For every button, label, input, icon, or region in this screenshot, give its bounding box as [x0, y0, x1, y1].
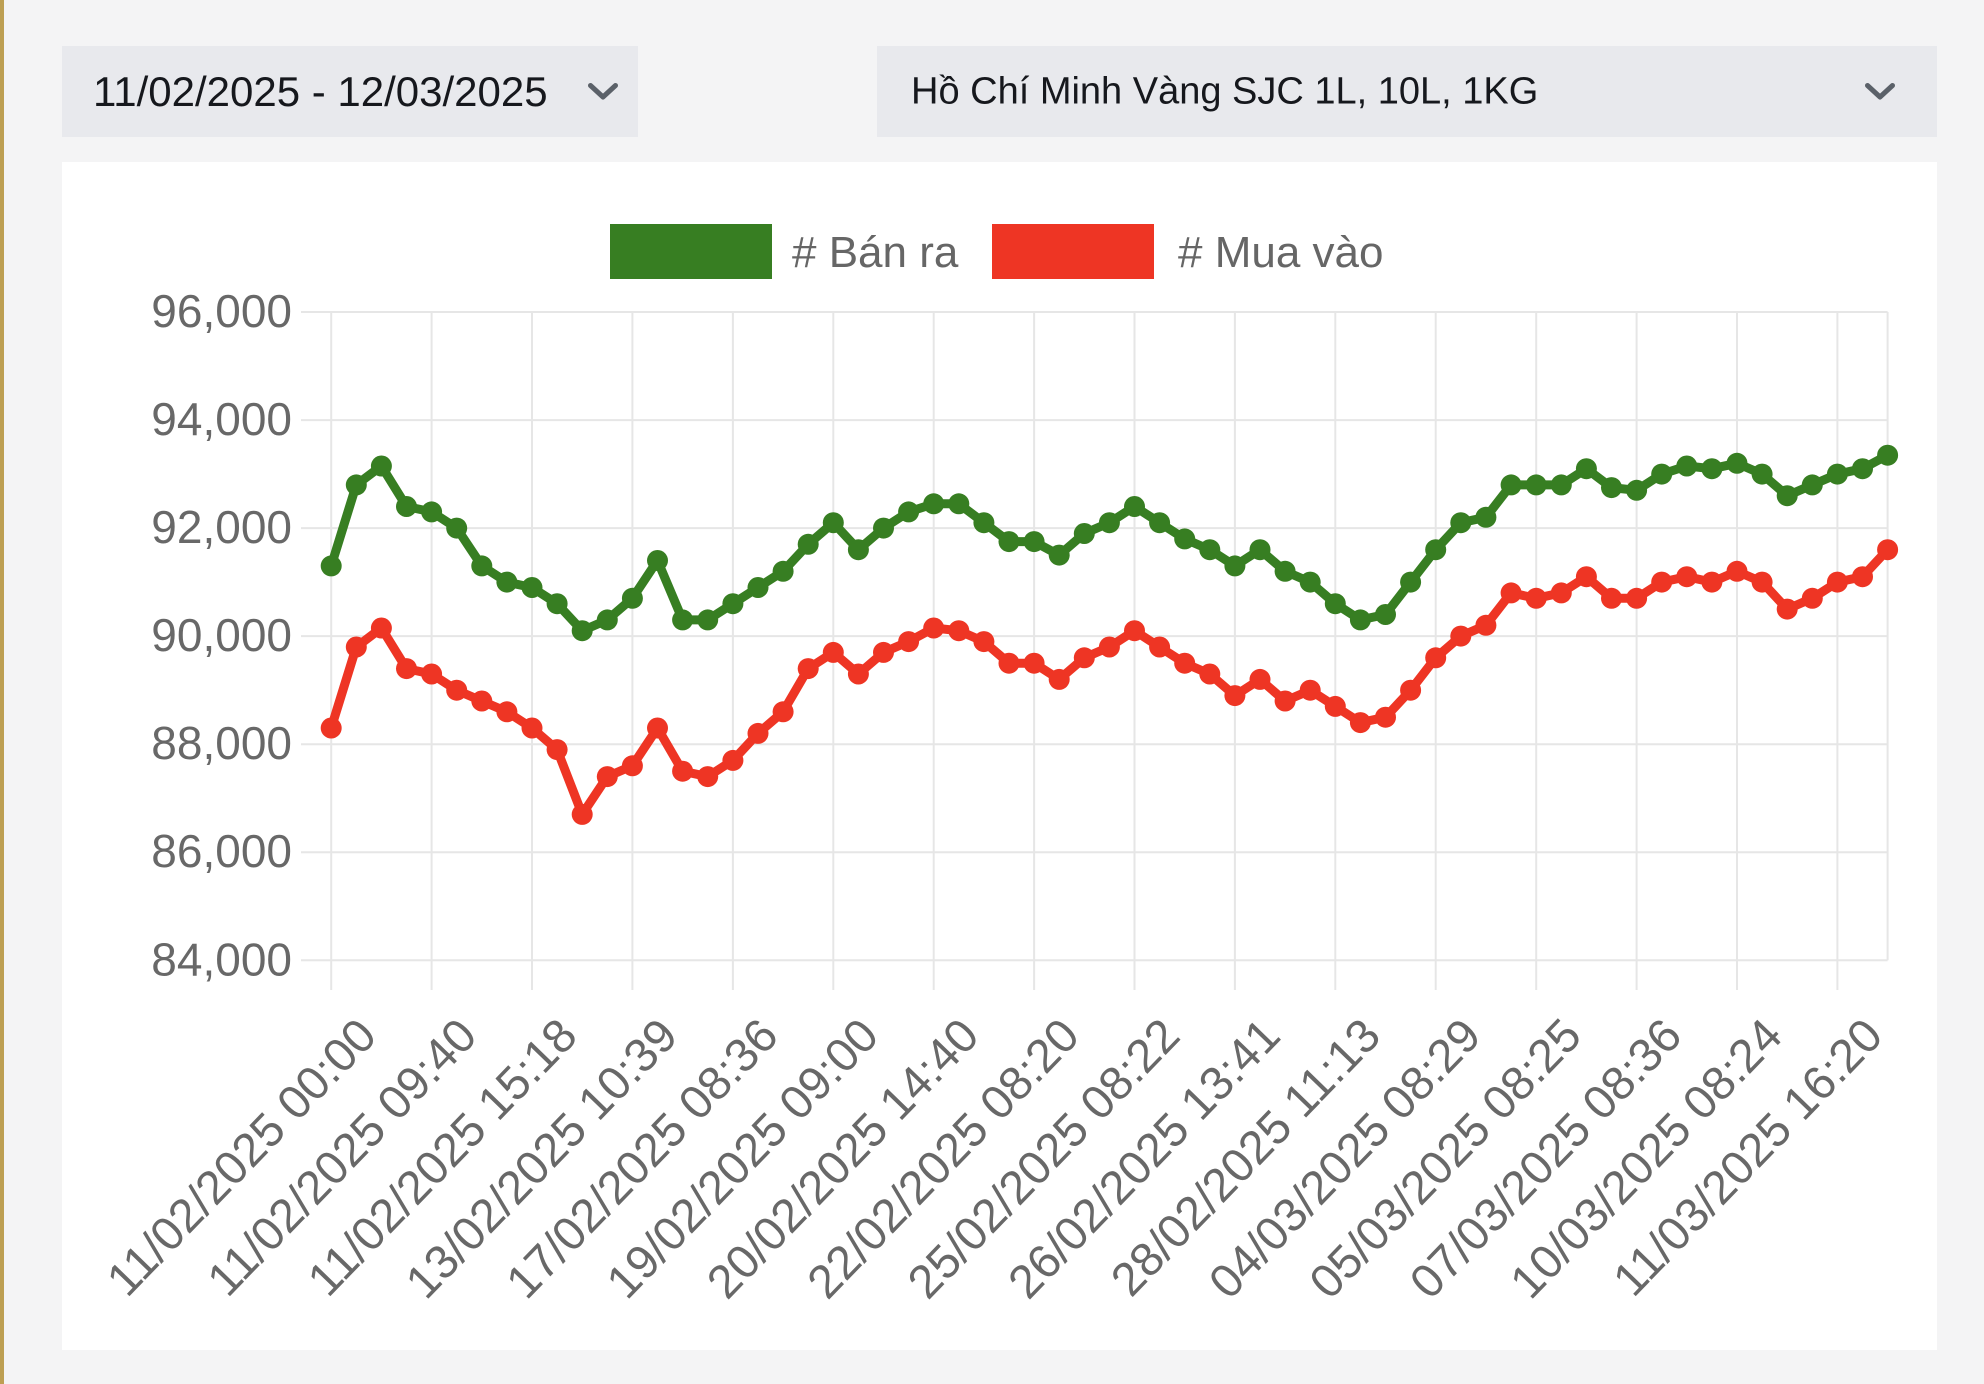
svg-text:90,000: 90,000 — [151, 609, 292, 661]
svg-text:84,000: 84,000 — [151, 933, 292, 985]
svg-text:# Mua vào: # Mua vào — [1178, 228, 1383, 277]
svg-text:96,000: 96,000 — [151, 285, 292, 337]
svg-text:88,000: 88,000 — [151, 717, 292, 769]
svg-text:# Bán ra: # Bán ra — [792, 228, 959, 277]
svg-text:86,000: 86,000 — [151, 825, 292, 877]
svg-text:92,000: 92,000 — [151, 501, 292, 553]
svg-text:94,000: 94,000 — [151, 393, 292, 445]
